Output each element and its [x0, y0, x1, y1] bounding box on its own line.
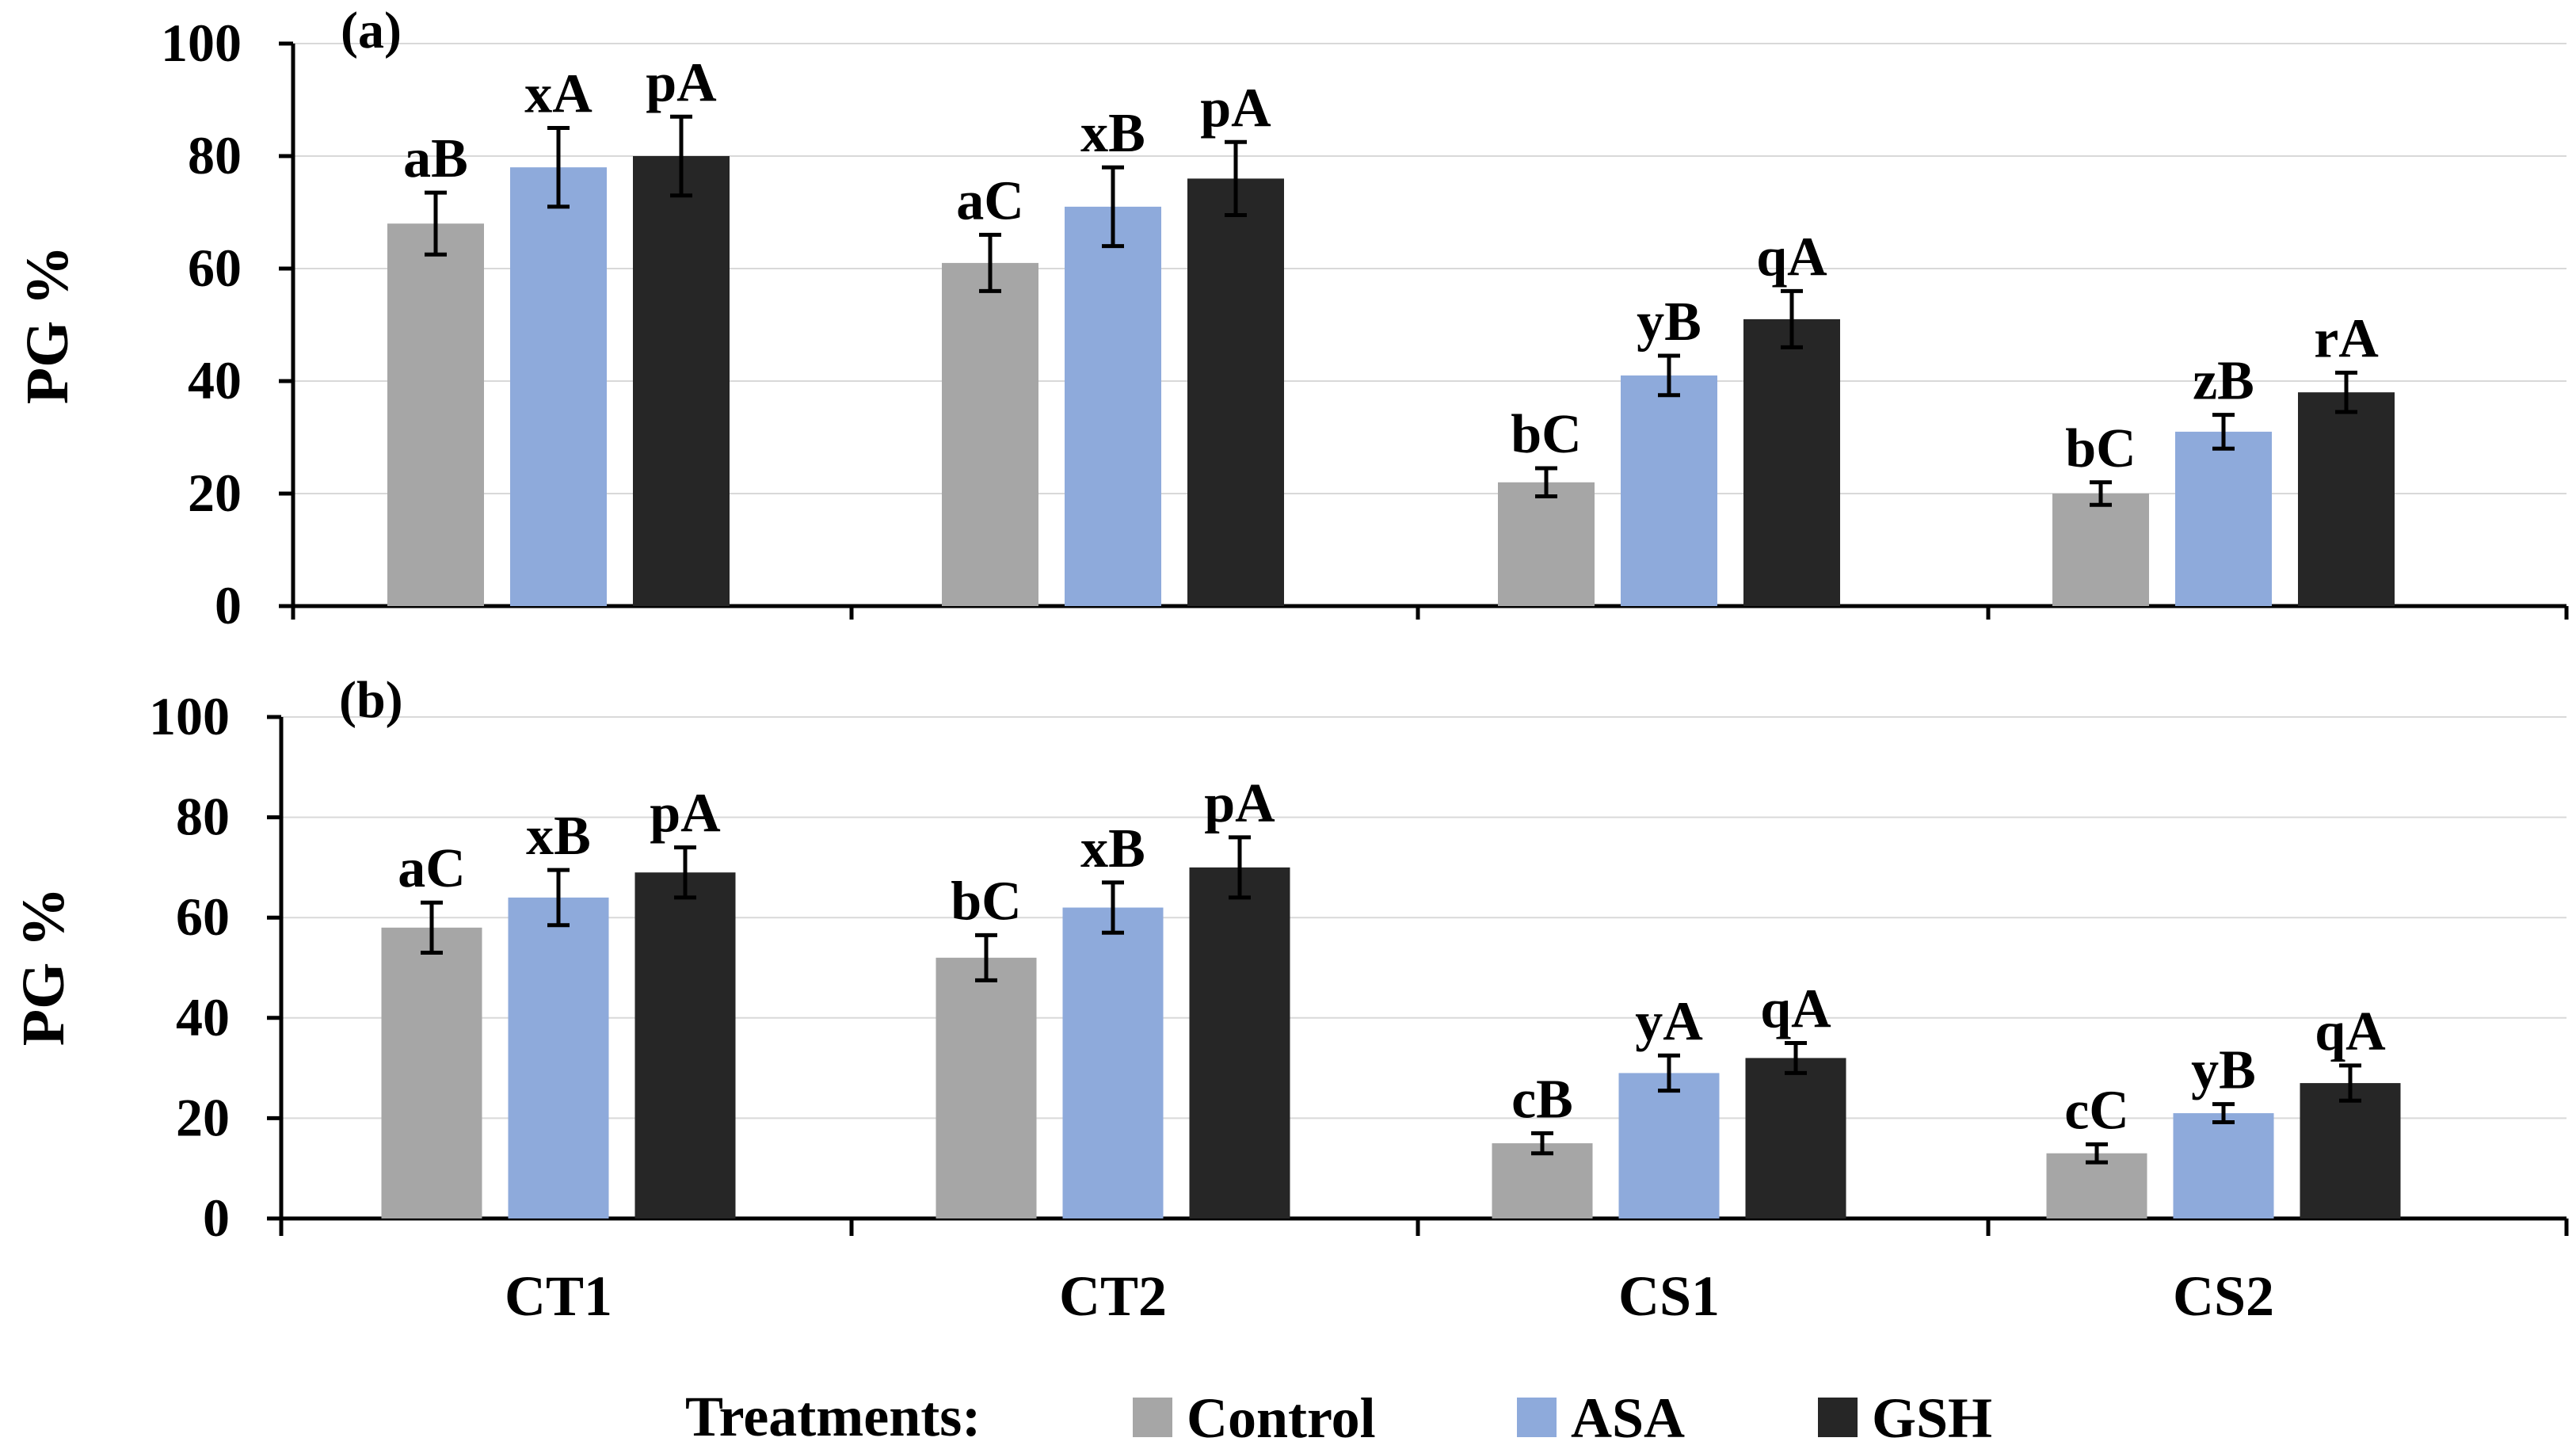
significance-label: bC — [951, 871, 1021, 932]
significance-label: pA — [646, 52, 717, 113]
bar-asa-ct2 — [1062, 907, 1164, 1218]
legend-swatch-asa — [1517, 1398, 1557, 1437]
significance-label: xB — [1080, 103, 1145, 164]
x-tick-label: CT2 — [1059, 1264, 1167, 1328]
bar-gsh-ct1 — [634, 872, 736, 1218]
y-tick-label: 60 — [176, 887, 230, 947]
panel-label: (b) — [339, 671, 403, 729]
significance-label: xB — [1080, 818, 1145, 879]
significance-label: yB — [1637, 292, 1701, 353]
significance-label: yB — [2191, 1040, 2256, 1101]
x-tick-label: CT1 — [505, 1264, 612, 1328]
bar-asa-cs1 — [1621, 375, 1717, 606]
significance-label: yA — [1635, 991, 1703, 1052]
significance-label: pA — [1200, 78, 1271, 139]
legend-title: Treatments: — [685, 1385, 981, 1448]
bar-control-ct2 — [936, 957, 1037, 1218]
x-tick-label: CS1 — [1618, 1264, 1720, 1328]
bar-control-cs2 — [2052, 494, 2149, 606]
bar-asa-ct1 — [508, 897, 609, 1218]
significance-label: qA — [1760, 978, 1831, 1039]
bar-gsh-ct1 — [633, 156, 730, 606]
y-tick-label: 100 — [149, 686, 230, 746]
significance-label: aB — [403, 128, 468, 189]
significance-label: cB — [1511, 1069, 1573, 1130]
significance-label: rA — [2314, 308, 2379, 369]
y-tick-label: 100 — [161, 13, 242, 73]
bar-control-ct1 — [387, 223, 484, 606]
panel-label: (a) — [341, 2, 402, 59]
legend-label-asa: ASA — [1571, 1386, 1685, 1450]
x-tick-label: CS2 — [2173, 1264, 2274, 1328]
significance-label: aC — [398, 838, 466, 899]
y-tick-label: 0 — [215, 575, 242, 635]
y-tick-label: 20 — [176, 1087, 230, 1147]
significance-label: pA — [650, 784, 721, 845]
y-tick-label: 0 — [203, 1188, 230, 1248]
bar-control-ct1 — [381, 927, 482, 1218]
bar-asa-cs1 — [1618, 1073, 1720, 1218]
significance-label: aC — [956, 170, 1024, 231]
panel-a-chart: 0 20 40 60 80 100 PG % (a) aB aC bC bC xA xB yB zB pA pA q… — [14, 2, 2569, 635]
significance-label: qA — [1756, 227, 1827, 288]
significance-label: cC — [2064, 1080, 2129, 1141]
bar-asa-ct1 — [510, 167, 607, 606]
bar-gsh-cs1 — [1743, 318, 1840, 606]
significance-label: xB — [526, 806, 591, 867]
legend: Treatments: Control ASA GSH — [685, 1385, 1992, 1450]
legend-label-gsh: GSH — [1872, 1386, 1992, 1450]
y-tick-label: 60 — [188, 238, 242, 298]
bar-control-cs1 — [1492, 1143, 1593, 1218]
significance-label: zB — [2193, 351, 2254, 412]
y-axis-label: PG % — [10, 887, 77, 1047]
bar-gsh-cs1 — [1745, 1058, 1846, 1218]
bar-gsh-ct2 — [1189, 867, 1290, 1218]
bar-control-cs1 — [1498, 482, 1595, 606]
significance-label: pA — [1204, 773, 1275, 834]
bar-asa-ct2 — [1065, 206, 1161, 606]
bar-gsh-cs2 — [2300, 1083, 2401, 1218]
significance-label: qA — [2315, 1001, 2386, 1062]
y-tick-label: 80 — [188, 125, 242, 185]
y-tick-label: 80 — [176, 787, 230, 847]
significance-label: bC — [1511, 404, 1581, 465]
bar-asa-cs2 — [2173, 1113, 2274, 1218]
y-tick-label: 40 — [188, 350, 242, 410]
bar-control-ct2 — [942, 262, 1038, 606]
legend-label-control: Control — [1187, 1386, 1376, 1450]
legend-swatch-gsh — [1818, 1398, 1858, 1437]
y-tick-label: 20 — [188, 463, 242, 523]
y-tick-label: 40 — [176, 987, 230, 1047]
significance-label: xA — [524, 64, 593, 125]
panel-b-chart: 0 20 40 60 80 100 PG % (b) aC bC cB cC xB xB yA yB pA pA q… — [10, 671, 2569, 1328]
legend-swatch-control — [1133, 1398, 1172, 1437]
bar-gsh-cs2 — [2298, 392, 2395, 606]
bar-asa-cs2 — [2175, 431, 2272, 606]
y-axis-label: PG % — [14, 246, 81, 405]
bar-gsh-ct2 — [1187, 178, 1284, 606]
significance-label: bC — [2065, 418, 2136, 479]
